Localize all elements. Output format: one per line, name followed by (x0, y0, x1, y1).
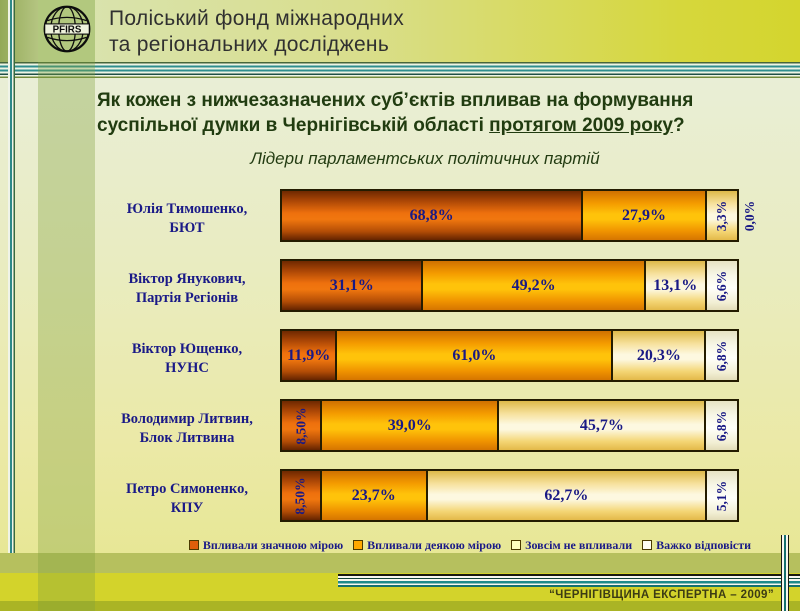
legend-label: Впливали деякою мірою (367, 537, 502, 552)
value-label: 6,8% (713, 410, 729, 441)
chart-row: Юлія Тимошенко, БЮТ 68,8% 27,9% 3,3% 0,0% (0, 185, 800, 255)
bar-segment: 6,6% (706, 261, 737, 310)
chart-row: Петро Симоненко, КПУ 8,50% 23,7% 62,7% 5,1% (0, 465, 800, 535)
value-label: 23,7% (351, 486, 396, 504)
organization-name-line1: Поліський фонд міжнародних (109, 7, 405, 30)
organization-name: Поліський фонд міжнародних та регіональн… (109, 6, 404, 58)
value-label: 3,3% (713, 200, 729, 231)
value-label: 5,1% (713, 480, 729, 511)
legend-label: Важко відповісти (656, 537, 752, 552)
value-label: 0,0% (742, 200, 757, 231)
legend-swatch (188, 540, 199, 550)
bar-segment: 6,8% (706, 401, 737, 450)
bar-segment: 39,0% (322, 401, 500, 450)
value-label: 27,9% (621, 206, 666, 224)
underlined-phrase: протягом 2009 року (489, 115, 673, 136)
header-divider-stripe (0, 62, 800, 78)
value-label: 8,50% (292, 476, 308, 515)
category-label: Віктор Янукович, Партія Регіонів (128, 271, 246, 306)
svg-text:PFIRS: PFIRS (52, 24, 81, 35)
legend-swatch (511, 540, 522, 550)
bar-segment: 20,3% (613, 331, 707, 380)
value-label: 6,6% (713, 270, 729, 301)
logo: PFIRS (38, 0, 95, 62)
legend-item: Впливали значною мірою (188, 537, 344, 553)
left-green-column (38, 0, 95, 611)
footer-pinstripe (338, 574, 800, 587)
chart-row: Віктор Янукович, Партія Регіонів 31,1% 49,2… (0, 255, 800, 325)
zero-value-label-wrap: 0,0% (737, 191, 763, 240)
legend-swatch (353, 540, 364, 550)
bottom-sage-band (0, 553, 800, 573)
value-label: 6,8% (713, 340, 729, 371)
stacked-bar: 31,1% 49,2% 13,1% 6,6% (280, 259, 739, 312)
category-label: Віктор Ющенко, НУНС (131, 341, 243, 376)
bar-segment: 6,8% (706, 331, 737, 380)
bar-segment: 45,7% (499, 401, 707, 450)
chart-legend: Впливали значною мірою Впливали деякою мі… (150, 537, 790, 553)
right-vertical-pinstripe (781, 535, 790, 611)
bar-segment: 11,9% (282, 331, 338, 380)
value-label: 62,7% (544, 486, 589, 504)
bar-segment: 23,7% (321, 471, 429, 520)
stacked-bar: 11,9% 61,0% 20,3% 6,8% (280, 329, 739, 382)
legend-item: Зовсім не впливали (511, 538, 632, 553)
left-vertical-pinstripe (8, 0, 15, 553)
value-label: 61,0% (452, 346, 497, 364)
legend-item: Впливали деякою мірою (353, 538, 501, 553)
bar-segment: 49,2% (423, 261, 646, 310)
slide-title: Як кожен з нижчезазначених суб’єктів впл… (97, 88, 793, 138)
value-label: 20,3% (636, 346, 681, 364)
bar-segment: 8,50% (282, 401, 323, 450)
bar-segment: 61,0% (337, 331, 614, 380)
value-label: 39,0% (387, 416, 432, 434)
chart-row: Володимир Литвин, Блок Литвина 8,50% 39,0% 4… (0, 395, 800, 465)
slide-title-line1: Як кожен з нижчезазначених суб’єктів впл… (97, 90, 694, 111)
value-label: 45,7% (579, 416, 624, 434)
category-label: Юлія Тимошенко, БЮТ (126, 201, 248, 236)
category-label: Володимир Литвин, Блок Литвина (121, 411, 253, 446)
value-label: 68,8% (409, 206, 454, 224)
slide-title-line2: суспільної думки в Чернігівській області… (97, 115, 685, 136)
value-label: 11,9% (287, 346, 331, 364)
bar-segment: 31,1% (282, 261, 424, 310)
bar-segment: 5,1% (706, 471, 737, 520)
footer-text: “ЧЕРНІГІВЩИНА ЕКСПЕРТНА – 2009” (549, 589, 774, 601)
bar-segment: 68,8% (282, 191, 584, 240)
bar-segment: 3,3% (706, 191, 737, 240)
bar-segment: 27,9% (583, 191, 707, 240)
header-band (0, 0, 800, 62)
value-label: 31,1% (329, 276, 374, 294)
legend-label: Впливали значною мірою (202, 537, 344, 552)
bar-segment: 62,7% (428, 471, 707, 520)
globe-icon: PFIRS (41, 1, 93, 62)
stacked-bar: 8,50% 23,7% 62,7% 5,1% (280, 469, 739, 522)
bar-segment: 8,50% (282, 471, 322, 520)
category-label: Петро Симоненко, КПУ (126, 481, 248, 516)
value-label: 49,2% (511, 276, 556, 294)
legend-item: Важко відповісти (642, 538, 751, 553)
legend-swatch (642, 540, 653, 550)
organization-name-line2: та регіональних досліджень (109, 33, 390, 56)
bar-segment: 13,1% (645, 261, 707, 310)
legend-label: Зовсім не впливали (525, 537, 633, 552)
chart-subtitle: Лідери парламентських політичних партій (250, 149, 600, 168)
stacked-bar: 68,8% 27,9% 3,3% 0,0% (280, 189, 757, 242)
chart-row: Віктор Ющенко, НУНС 11,9% 61,0% 20,3% 6,8% (0, 325, 800, 395)
value-label: 8,50% (293, 406, 309, 445)
stacked-bar: 8,50% 39,0% 45,7% 6,8% (280, 399, 739, 452)
footer-bottom-edge (0, 601, 800, 611)
value-label: 13,1% (653, 276, 698, 294)
